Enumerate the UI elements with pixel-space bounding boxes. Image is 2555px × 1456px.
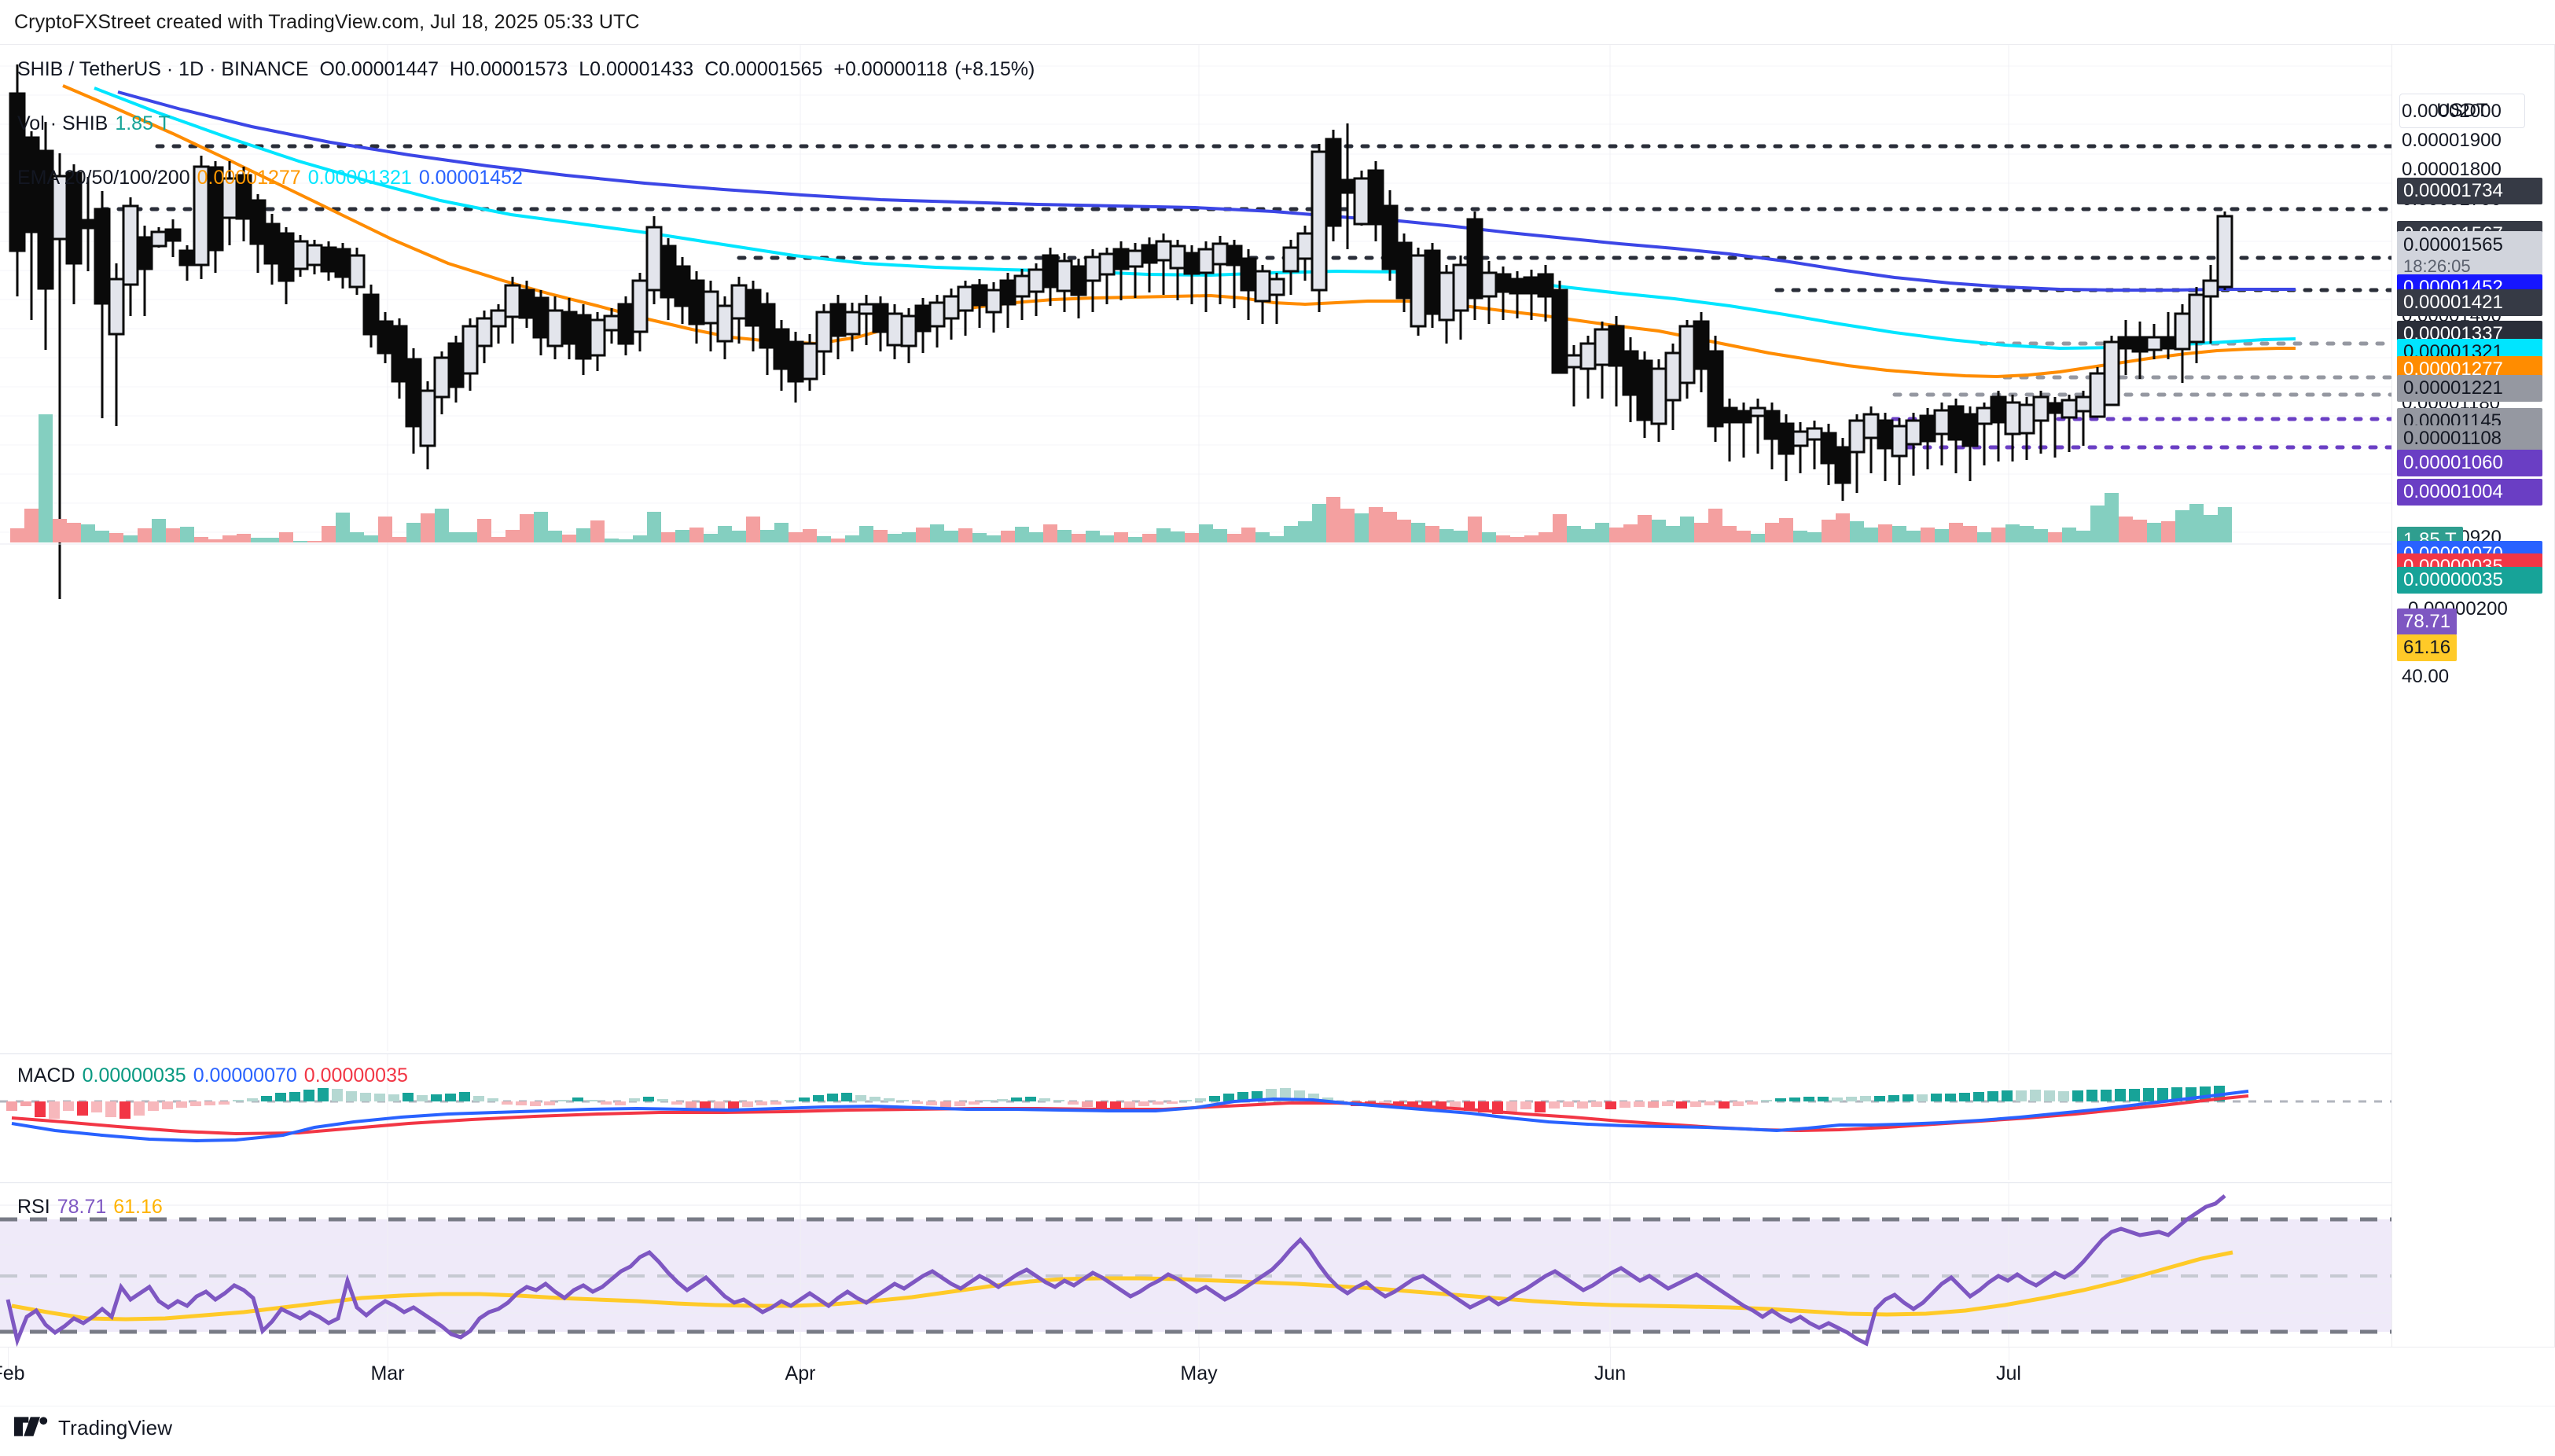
legend-symbol[interactable]: SHIB / TetherUS xyxy=(17,58,161,80)
macd-line-legend-value: 0.00000070 xyxy=(193,1064,297,1086)
price-pane[interactable] xyxy=(0,45,2391,1051)
price-axis[interactable]: USDT 0.00002000 0.00001900 0.00001800 0.000… xyxy=(2392,45,2554,1348)
ema20-legend-value: 0.00001277 xyxy=(197,167,301,189)
level-1004[interactable]: 0.00001004 xyxy=(2397,479,2542,506)
level-1060[interactable]: 0.00001060 xyxy=(2397,450,2542,477)
rsi-legend-value: 78.71 xyxy=(57,1196,107,1218)
ema100-line xyxy=(94,86,2296,351)
legend-open-label: O xyxy=(319,58,335,80)
price-tick-1: 0.00001900 xyxy=(2402,130,2502,151)
ema100-legend-value: 0.00001321 xyxy=(307,167,412,189)
time-label-mar: Mar xyxy=(370,1362,405,1384)
footer: TradingView xyxy=(14,1416,172,1440)
rsi-ma-line xyxy=(11,1250,2233,1322)
rsi-badge[interactable]: 78.71 xyxy=(2397,609,2458,636)
price-tick-2: 0.00001800 xyxy=(2402,159,2502,180)
price-pane-canvas xyxy=(0,45,2391,1051)
last-price-badge-value: 0.00001565 xyxy=(2403,234,2503,256)
legend-close-label: C xyxy=(704,58,719,80)
rsi-legend: RSI 78.71 61.16 xyxy=(17,1196,163,1219)
currency-chip[interactable]: USDT xyxy=(2399,94,2525,128)
volume-series xyxy=(10,414,2232,542)
ema200-line xyxy=(117,90,2296,292)
rsi-line xyxy=(6,1194,2226,1347)
time-label-feb: Feb xyxy=(0,1362,25,1384)
rsi-ma-legend-value: 61.16 xyxy=(113,1196,163,1218)
macd-legend: MACD 0.00000035 0.00000070 0.00000035 xyxy=(17,1064,408,1087)
ema-legend: EMA 20/50/100/200 0.00001277 0.00001321 0.0… xyxy=(17,167,523,189)
rsi-pane-separator xyxy=(0,1182,2391,1183)
price-tick-0: 0.00002000 xyxy=(2402,101,2502,122)
rsi-pane[interactable] xyxy=(0,1183,2391,1347)
rsi-pane-canvas xyxy=(0,1183,2391,1347)
time-gridmark-0 xyxy=(8,1348,9,1370)
level-1108[interactable]: 0.00001108 xyxy=(2397,425,2542,453)
legend-high-value: 0.00001573 xyxy=(464,58,568,80)
price-axis-separator xyxy=(2391,44,2392,1347)
time-gridmark-3 xyxy=(1199,1348,1200,1370)
time-label-jun: Jun xyxy=(1594,1362,1627,1384)
legend-sep-1: · xyxy=(160,58,179,80)
last-price-badge[interactable]: 0.00001565 18:26:05 xyxy=(2397,231,2542,281)
macd-hist-legend-value: 0.00000035 xyxy=(82,1064,186,1086)
legend-interval[interactable]: 1D xyxy=(178,58,204,80)
time-gridmark-2 xyxy=(800,1348,801,1370)
attribution-text: CryptoFXStreet created with TradingView.… xyxy=(14,11,640,33)
last-price-badge-countdown: 18:26:05 xyxy=(2403,256,2471,277)
legend-change-pct: (+8.15%) xyxy=(954,58,1035,80)
tradingview-logo-icon xyxy=(14,1416,48,1436)
legend-sep-2: · xyxy=(204,58,222,80)
legend-close-value: 0.00001565 xyxy=(719,58,823,80)
rsi-tick-40[interactable]: 40.00 xyxy=(2402,666,2450,687)
macd-pane-canvas xyxy=(0,1054,2391,1180)
legend-high-label: H xyxy=(450,58,465,80)
time-label-apr: Apr xyxy=(785,1362,816,1384)
time-axis[interactable]: Feb Mar Apr May Jun Jul xyxy=(0,1347,2555,1406)
level-1221[interactable]: 0.00001221 xyxy=(2397,375,2542,403)
legend-change: +0.00000118 xyxy=(833,58,948,80)
candlestick-series xyxy=(9,64,2233,599)
ema200-legend-value: 0.00001452 xyxy=(418,167,523,189)
legend-low-value: 0.00001433 xyxy=(590,58,694,80)
time-axis-top-border xyxy=(0,1347,2555,1348)
tradingview-wordmark: TradingView xyxy=(58,1416,173,1439)
volume-legend: Vol · SHIB 1.85 T xyxy=(17,112,171,135)
level-1421[interactable]: 0.00001421 xyxy=(2397,289,2542,317)
time-gridmark-4 xyxy=(1610,1348,1611,1370)
macd-hist-badge[interactable]: 0.00000035 xyxy=(2397,567,2542,594)
rsi-legend-title[interactable]: RSI xyxy=(17,1196,50,1218)
time-label-jul: Jul xyxy=(1996,1362,2021,1384)
volume-legend-title[interactable]: Vol · SHIB xyxy=(17,112,108,134)
resistance-level-1734[interactable]: 0.00001734 xyxy=(2397,178,2542,205)
legend-exchange: BINANCE xyxy=(221,58,309,80)
ema-legend-title[interactable]: EMA 20/50/100/200 xyxy=(17,167,190,189)
macd-line xyxy=(11,1090,2249,1143)
macd-pane-separator xyxy=(0,1053,2391,1054)
rsi-ma-badge[interactable]: 61.16 xyxy=(2397,634,2458,662)
legend-low-label: L xyxy=(579,58,590,80)
macd-pane[interactable] xyxy=(0,1054,2391,1180)
main-legend: SHIB / TetherUS · 1D · BINANCE O0.0000144… xyxy=(17,58,1035,81)
macd-signal-legend-value: 0.00000035 xyxy=(303,1064,408,1086)
macd-legend-title[interactable]: MACD xyxy=(17,1064,75,1086)
time-label-may: May xyxy=(1180,1362,1218,1384)
volume-legend-value: 1.85 T xyxy=(115,112,171,134)
chart-top-border xyxy=(0,44,2555,45)
ema20-line xyxy=(62,84,2296,379)
legend-open-value: 0.00001447 xyxy=(334,58,439,80)
